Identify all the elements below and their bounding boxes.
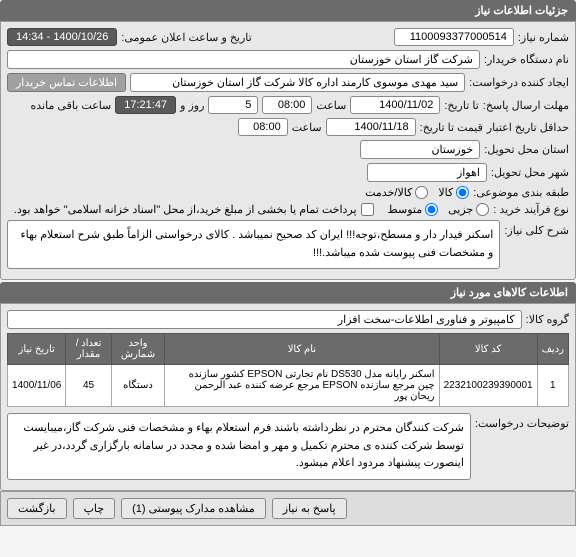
radio-service-input[interactable] (415, 186, 428, 199)
category-label: طبقه بندی موضوعی: (473, 186, 569, 199)
validity-time-field: 08:00 (238, 118, 288, 136)
attachments-button[interactable]: مشاهده مدارک پیوستی (1) (121, 498, 266, 519)
province-field: خوزستان (360, 140, 480, 159)
deadline-label: مهلت ارسال پاسخ: (483, 99, 569, 112)
goods-group-label: گروه کالا: (526, 313, 569, 326)
city-label: شهر محل تحویل: (491, 166, 569, 179)
bottom-bar: پاسخ به نیاز مشاهده مدارک پیوستی (1) چاپ… (0, 491, 576, 526)
validity-label: حداقل تاریخ اعتبار (487, 121, 569, 134)
buyer-contact-button[interactable]: اطلاعات تماس خریدار (7, 73, 126, 92)
cell-idx: 1 (537, 365, 568, 407)
validity-to-label: قیمت تا تاریخ: (420, 121, 483, 134)
radio-partial[interactable]: جزیی (448, 203, 489, 216)
col-code: کد کالا (439, 334, 537, 365)
cell-unit: دستگاه (111, 365, 164, 407)
announce-datetime-field: 1400/10/26 - 14:34 (7, 28, 117, 46)
radio-service[interactable]: کالا/خدمت (365, 186, 428, 199)
back-button[interactable]: بازگشت (7, 498, 67, 519)
col-unit: واحد شمارش (111, 334, 164, 365)
request-creator-field: سید مهدی موسوی کارمند اداره کالا شرکت گا… (130, 73, 465, 92)
city-field: اهواز (367, 163, 487, 182)
payment-checkbox-row: پرداخت تمام یا بخشی از مبلغ خرید،از محل … (14, 203, 374, 216)
province-label: استان محل تحویل: (484, 143, 569, 156)
remaining-days-field: 5 (208, 96, 258, 114)
process-radio-group: جزیی متوسط (388, 203, 490, 216)
remaining-time-field: 17:21:47 (115, 96, 176, 114)
request-creator-label: ایجاد کننده درخواست: (469, 76, 569, 89)
cell-name: اسکنر رایانه مدل DS530 نام تجارتی EPSON … (165, 365, 439, 407)
col-qty: تعداد / مقدار (66, 334, 111, 365)
col-date: تاریخ نیاز (8, 334, 66, 365)
request-notes-label: توضیحات درخواست: (475, 413, 569, 430)
deadline-time-field: 08:00 (262, 96, 312, 114)
deadline-to-label: تا تاریخ: (444, 99, 478, 112)
remaining-days-before-label: روز و (180, 99, 204, 112)
cell-date: 1400/11/06 (8, 365, 66, 407)
radio-partial-input[interactable] (476, 203, 489, 216)
reply-button[interactable]: پاسخ به نیاز (272, 498, 347, 519)
radio-service-label: کالا/خدمت (365, 186, 412, 199)
col-row: ردیف (537, 334, 568, 365)
table-row: 1 2232100239390001 اسکنر رایانه مدل DS53… (8, 365, 569, 407)
deadline-date-field: 1400/11/02 (350, 96, 440, 114)
payment-checkbox-label: پرداخت تمام یا بخشی از مبلغ خرید،از محل … (14, 203, 357, 216)
need-details-header: جزئیات اطلاعات نیاز (0, 0, 576, 21)
announce-datetime-label: تاریخ و ساعت اعلان عمومی: (121, 31, 251, 44)
radio-goods-input[interactable] (456, 186, 469, 199)
buyer-org-field: شرکت گاز استان خوزستان (7, 50, 480, 69)
print-button[interactable]: چاپ (73, 498, 116, 519)
cell-code: 2232100239390001 (439, 365, 537, 407)
remaining-after-label: ساعت باقی مانده (31, 99, 112, 112)
radio-medium[interactable]: متوسط (388, 203, 439, 216)
goods-info-body: گروه کالا: کامپیوتر و فناوری اطلاعات-سخت… (0, 303, 576, 491)
goods-table: ردیف کد کالا نام کالا واحد شمارش تعداد /… (7, 333, 569, 407)
deadline-time-label: ساعت (316, 99, 346, 112)
validity-date-field: 1400/11/18 (326, 118, 416, 136)
request-notes-box: شرکت کنندگان محترم در نظرداشته باشند فرم… (7, 413, 471, 480)
buyer-org-label: نام دستگاه خریدار: (484, 53, 569, 66)
radio-partial-label: جزیی (448, 203, 473, 216)
goods-group-field: کامپیوتر و فناوری اطلاعات-سخت افزار (7, 310, 522, 329)
payment-checkbox[interactable] (361, 203, 374, 216)
category-radio-group: کالا کالا/خدمت (365, 186, 469, 199)
radio-medium-label: متوسط (388, 203, 423, 216)
radio-medium-input[interactable] (425, 203, 438, 216)
radio-goods-label: کالا (438, 186, 453, 199)
col-name: نام کالا (165, 334, 439, 365)
need-desc-label: شرح کلی نیاز: (504, 220, 569, 237)
goods-info-header: اطلاعات کالاهای مورد نیاز (0, 282, 576, 303)
need-desc-box: اسکنر فیدار دار و مسطح،توجه!!! ایران کد … (7, 220, 500, 269)
need-details-body: شماره نیاز: 1100093377000514 تاریخ و ساع… (0, 21, 576, 280)
need-number-label: شماره نیاز: (518, 31, 569, 44)
process-type-label: نوع فرآیند خرید : (493, 203, 569, 216)
cell-qty: 45 (66, 365, 111, 407)
validity-time-label: ساعت (292, 121, 322, 134)
need-number-field: 1100093377000514 (394, 28, 514, 46)
radio-goods[interactable]: کالا (438, 186, 469, 199)
